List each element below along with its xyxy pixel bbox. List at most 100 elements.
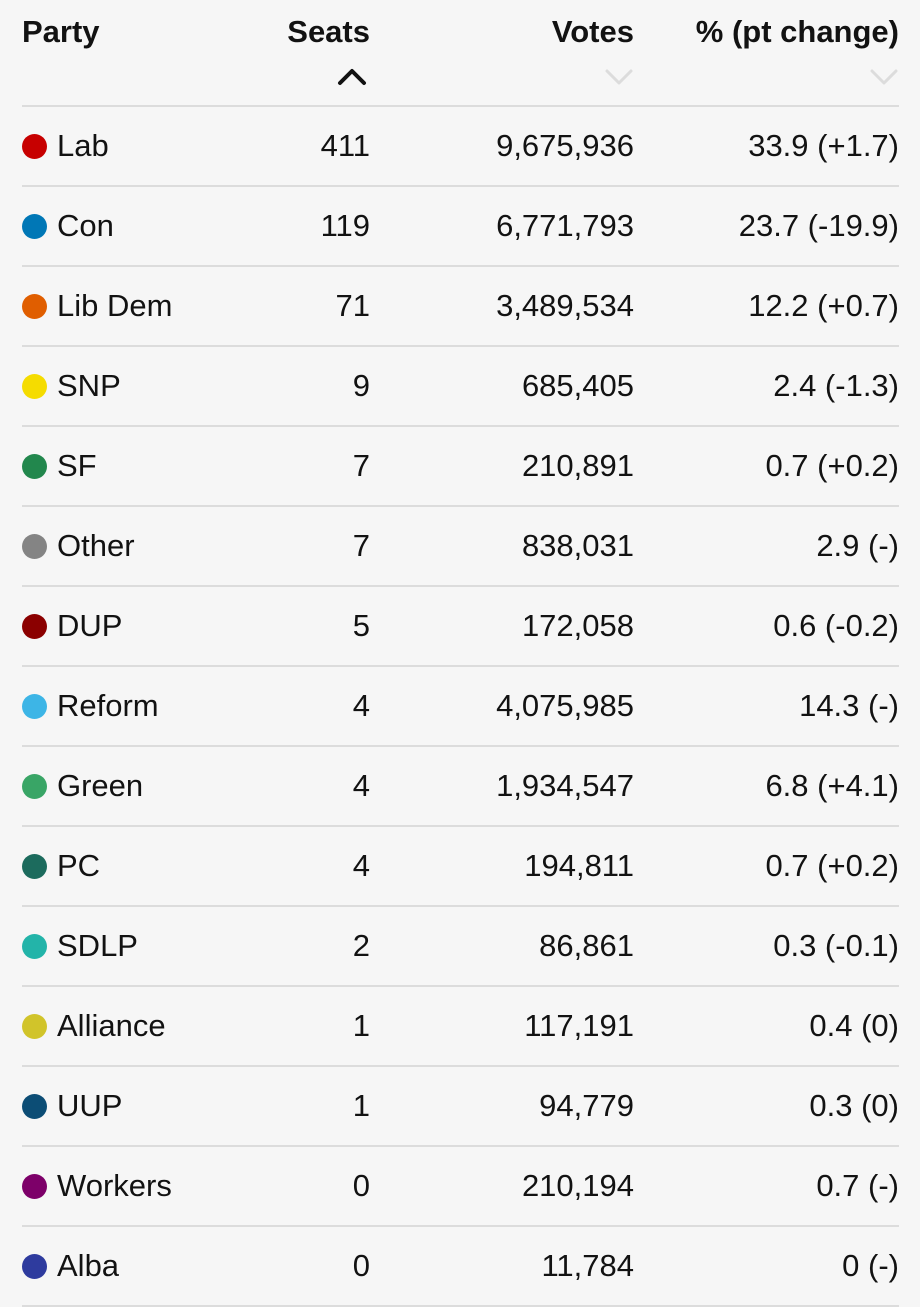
seats-value: 71 bbox=[335, 288, 370, 323]
party-color-dot bbox=[22, 534, 47, 559]
table-row: Reform 4 4,075,985 14.3 (-) bbox=[22, 667, 899, 747]
party-name: Con bbox=[57, 208, 114, 243]
pct-change-value: 33.9 (+1.7) bbox=[748, 128, 899, 163]
votes-column-header[interactable]: Votes bbox=[551, 14, 634, 49]
votes-value: 3,489,534 bbox=[496, 288, 634, 323]
party-color-dot bbox=[22, 1094, 47, 1119]
party-name: Alliance bbox=[57, 1008, 166, 1043]
votes-value: 6,771,793 bbox=[496, 208, 634, 243]
party-color-dot bbox=[22, 614, 47, 639]
party-color-dot bbox=[22, 774, 47, 799]
votes-sort-chevron bbox=[605, 69, 633, 85]
seats-value: 119 bbox=[320, 208, 370, 243]
seats-value: 9 bbox=[352, 368, 370, 403]
table-row: Lab 411 9,675,936 33.9 (+1.7) bbox=[22, 107, 899, 187]
votes-value: 172,058 bbox=[521, 608, 634, 643]
table-row: SDLP 2 86,861 0.3 (-0.1) bbox=[22, 907, 899, 987]
votes-value: 11,784 bbox=[541, 1248, 634, 1283]
pct-change-value: 0.4 (0) bbox=[809, 1008, 899, 1043]
pct-change-value: 2.4 (-1.3) bbox=[773, 368, 899, 403]
votes-value: 210,891 bbox=[521, 448, 634, 483]
votes-value: 210,194 bbox=[521, 1168, 634, 1203]
chevron-down-icon[interactable] bbox=[604, 66, 634, 88]
seats-sort-chevron bbox=[338, 69, 366, 85]
chevron-down-icon[interactable] bbox=[869, 66, 899, 88]
votes-value: 9,675,936 bbox=[496, 128, 634, 163]
votes-value: 4,075,985 bbox=[496, 688, 634, 723]
table-row: Green 4 1,934,547 6.8 (+4.1) bbox=[22, 747, 899, 827]
party-color-dot bbox=[22, 294, 47, 319]
party-name: Alba bbox=[57, 1248, 120, 1283]
chevron-up-icon[interactable] bbox=[337, 66, 367, 88]
pct-change-value: 0.6 (-0.2) bbox=[773, 608, 899, 643]
party-color-dot bbox=[22, 694, 47, 719]
votes-value: 194,811 bbox=[524, 848, 634, 883]
votes-value: 838,031 bbox=[521, 528, 634, 563]
party-name: Lib Dem bbox=[57, 288, 173, 323]
seats-value: 1 bbox=[352, 1008, 370, 1043]
votes-value: 86,861 bbox=[539, 928, 634, 963]
votes-value: 94,779 bbox=[539, 1088, 634, 1123]
table-header: Party Seats Votes % (pt change) bbox=[22, 0, 899, 107]
pct-sort-chevron bbox=[870, 69, 898, 85]
votes-value: 685,405 bbox=[521, 368, 634, 403]
table-row: Con 119 6,771,793 23.7 (-19.9) bbox=[22, 187, 899, 267]
party-color-dot bbox=[22, 1174, 47, 1199]
votes-value: 1,934,547 bbox=[496, 768, 634, 803]
table-row: PC 4 194,811 0.7 (+0.2) bbox=[22, 827, 899, 907]
pct-change-value: 0.7 (+0.2) bbox=[765, 848, 899, 883]
party-name: Other bbox=[57, 528, 135, 563]
seats-value: 0 bbox=[352, 1248, 370, 1283]
party-color-dot bbox=[22, 454, 47, 479]
pct-change-value: 0 (-) bbox=[842, 1248, 899, 1283]
party-name: PC bbox=[57, 848, 101, 883]
party-color-dot bbox=[22, 1254, 47, 1279]
table-row: Lib Dem 71 3,489,534 12.2 (+0.7) bbox=[22, 267, 899, 347]
seats-column-header[interactable]: Seats bbox=[287, 14, 370, 49]
pct-change-value: 6.8 (+4.1) bbox=[765, 768, 899, 803]
party-name: SDLP bbox=[57, 928, 138, 963]
party-name: Workers bbox=[57, 1168, 172, 1203]
seats-value: 4 bbox=[352, 688, 370, 723]
party-name: Lab bbox=[57, 128, 109, 163]
party-color-dot bbox=[22, 934, 47, 959]
seats-value: 411 bbox=[320, 128, 370, 163]
table-row: Alba 0 11,784 0 (-) bbox=[22, 1227, 899, 1307]
party-name: UUP bbox=[57, 1088, 123, 1123]
pct-change-value: 23.7 (-19.9) bbox=[738, 208, 899, 243]
pct-change-value: 2.9 (-) bbox=[816, 528, 899, 563]
seats-value: 0 bbox=[352, 1168, 370, 1203]
party-name: SF bbox=[57, 448, 97, 483]
party-color-dot bbox=[22, 374, 47, 399]
seats-value: 4 bbox=[352, 768, 370, 803]
party-color-dot bbox=[22, 1014, 47, 1039]
party-name: DUP bbox=[57, 608, 123, 643]
seats-value: 7 bbox=[352, 448, 370, 483]
seats-value: 5 bbox=[352, 608, 370, 643]
table-row: DUP 5 172,058 0.6 (-0.2) bbox=[22, 587, 899, 667]
pct-change-value: 0.7 (+0.2) bbox=[765, 448, 899, 483]
votes-value: 117,191 bbox=[524, 1008, 634, 1043]
pct-change-value: 0.7 (-) bbox=[816, 1168, 899, 1203]
seats-value: 4 bbox=[352, 848, 370, 883]
party-color-dot bbox=[22, 854, 47, 879]
party-color-dot bbox=[22, 134, 47, 159]
pct-change-value: 0.3 (0) bbox=[809, 1088, 899, 1123]
pct-change-value: 14.3 (-) bbox=[799, 688, 899, 723]
table-row: UUP 1 94,779 0.3 (0) bbox=[22, 1067, 899, 1147]
party-column-header: Party bbox=[22, 14, 100, 49]
pct-column-header[interactable]: % (pt change) bbox=[695, 14, 899, 49]
party-name: SNP bbox=[57, 368, 121, 403]
table-row: Other 7 838,031 2.9 (-) bbox=[22, 507, 899, 587]
pct-change-value: 0.3 (-0.1) bbox=[773, 928, 899, 963]
party-name: Green bbox=[57, 768, 144, 803]
results-table: Party Seats Votes % (pt change) Lab 411 … bbox=[22, 0, 899, 1307]
table-row: Alliance 1 117,191 0.4 (0) bbox=[22, 987, 899, 1067]
table-row: SF 7 210,891 0.7 (+0.2) bbox=[22, 427, 899, 507]
table-row: Workers 0 210,194 0.7 (-) bbox=[22, 1147, 899, 1227]
party-color-dot bbox=[22, 214, 47, 239]
table-row: SNP 9 685,405 2.4 (-1.3) bbox=[22, 347, 899, 427]
table-body: Lab 411 9,675,936 33.9 (+1.7) Con 119 6,… bbox=[22, 107, 899, 1307]
seats-value: 2 bbox=[352, 928, 370, 963]
pct-change-value: 12.2 (+0.7) bbox=[748, 288, 899, 323]
